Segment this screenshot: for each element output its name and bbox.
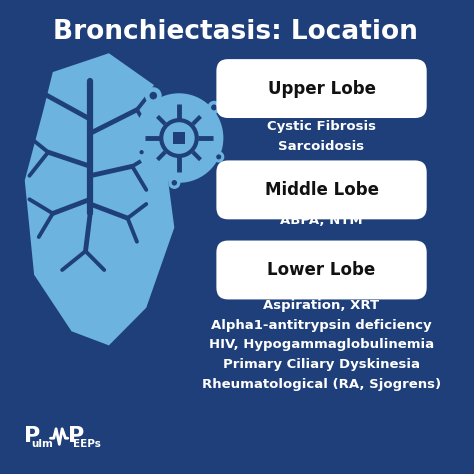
FancyBboxPatch shape <box>217 160 427 219</box>
Text: Alpha1-antitrypsin deficiency: Alpha1-antitrypsin deficiency <box>211 319 432 332</box>
Polygon shape <box>25 53 174 346</box>
FancyBboxPatch shape <box>217 240 427 300</box>
Circle shape <box>172 180 177 185</box>
Text: EEPs: EEPs <box>73 439 101 449</box>
Circle shape <box>216 155 221 159</box>
Text: Sarcoidosis: Sarcoidosis <box>279 139 365 153</box>
Circle shape <box>139 150 144 155</box>
Circle shape <box>149 92 157 100</box>
Text: Primary Ciliary Dyskinesia: Primary Ciliary Dyskinesia <box>223 358 420 371</box>
FancyBboxPatch shape <box>217 59 427 118</box>
Text: Middle Lobe: Middle Lobe <box>264 181 379 199</box>
Text: HIV, Hypogammaglobulinemia: HIV, Hypogammaglobulinemia <box>209 338 434 351</box>
FancyBboxPatch shape <box>173 132 184 144</box>
Text: Lower Lobe: Lower Lobe <box>267 261 376 279</box>
Text: P: P <box>24 426 40 447</box>
Circle shape <box>137 147 146 157</box>
Text: Bronchiectasis: Location: Bronchiectasis: Location <box>53 19 418 45</box>
Circle shape <box>168 177 181 189</box>
Text: Aspiration, XRT: Aspiration, XRT <box>264 299 380 312</box>
Circle shape <box>211 104 217 110</box>
Circle shape <box>145 87 162 104</box>
Text: Cystic Fibrosis: Cystic Fibrosis <box>267 120 376 133</box>
Text: ulm: ulm <box>32 439 54 449</box>
Text: P: P <box>68 426 84 447</box>
Circle shape <box>135 93 223 183</box>
Text: Upper Lobe: Upper Lobe <box>267 80 375 98</box>
Text: Rheumatological (RA, Sjogrens): Rheumatological (RA, Sjogrens) <box>202 378 441 391</box>
Circle shape <box>213 151 224 163</box>
Circle shape <box>208 101 220 114</box>
Text: ABPA, NTM: ABPA, NTM <box>280 214 363 227</box>
